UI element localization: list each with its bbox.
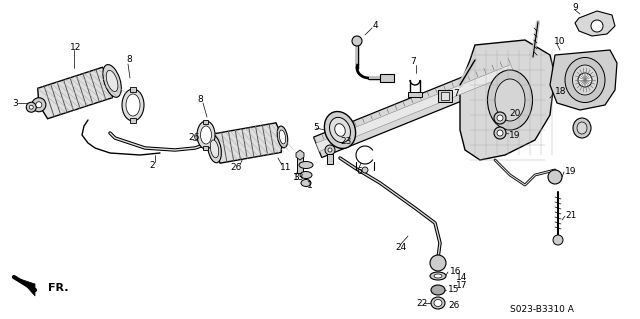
Ellipse shape: [573, 118, 591, 138]
Bar: [380, 74, 394, 82]
Circle shape: [29, 105, 33, 109]
Ellipse shape: [430, 272, 446, 280]
Text: 14: 14: [456, 273, 467, 283]
Text: 4: 4: [373, 20, 379, 29]
Ellipse shape: [434, 274, 442, 278]
Circle shape: [32, 98, 46, 112]
Ellipse shape: [301, 180, 311, 187]
Circle shape: [494, 127, 506, 139]
Ellipse shape: [577, 122, 587, 134]
Bar: [297, 155, 303, 173]
Ellipse shape: [126, 94, 140, 116]
Circle shape: [352, 36, 362, 46]
Circle shape: [494, 112, 506, 124]
Text: 26: 26: [188, 132, 200, 142]
Polygon shape: [575, 11, 615, 36]
Circle shape: [430, 255, 446, 271]
Ellipse shape: [197, 121, 215, 149]
Polygon shape: [296, 150, 304, 160]
Polygon shape: [314, 58, 516, 158]
Ellipse shape: [324, 112, 356, 148]
Polygon shape: [460, 40, 555, 160]
Bar: [203, 120, 208, 124]
Circle shape: [36, 102, 42, 108]
Text: 13: 13: [293, 174, 305, 182]
Ellipse shape: [106, 70, 118, 92]
Ellipse shape: [434, 300, 442, 307]
Circle shape: [497, 130, 503, 136]
Bar: [130, 87, 136, 92]
Bar: [438, 90, 452, 102]
Ellipse shape: [335, 124, 345, 136]
Text: S023-B3310 A: S023-B3310 A: [510, 306, 574, 315]
Text: 2: 2: [149, 160, 155, 169]
Circle shape: [26, 102, 36, 112]
Text: 19: 19: [565, 167, 577, 176]
Text: 22: 22: [416, 299, 428, 308]
Bar: [327, 154, 333, 164]
Ellipse shape: [122, 89, 144, 121]
Bar: [441, 92, 449, 100]
Text: 11: 11: [280, 164, 291, 173]
Ellipse shape: [565, 57, 605, 102]
Ellipse shape: [431, 285, 445, 295]
Text: 3: 3: [12, 99, 18, 108]
Text: 20: 20: [509, 109, 520, 118]
Bar: [130, 118, 136, 123]
Ellipse shape: [488, 70, 532, 130]
Text: 10: 10: [554, 38, 566, 47]
Polygon shape: [38, 67, 112, 119]
Ellipse shape: [431, 297, 445, 309]
Ellipse shape: [299, 161, 313, 168]
Text: 9: 9: [572, 4, 578, 12]
Polygon shape: [214, 123, 282, 163]
Text: 1: 1: [307, 181, 313, 189]
Ellipse shape: [300, 172, 312, 179]
Text: 21: 21: [565, 211, 577, 219]
Ellipse shape: [279, 130, 285, 144]
Text: 17: 17: [456, 280, 467, 290]
Ellipse shape: [211, 140, 219, 158]
Ellipse shape: [200, 126, 211, 144]
Ellipse shape: [103, 64, 122, 97]
Bar: [203, 146, 208, 150]
Text: 3: 3: [293, 174, 299, 182]
Circle shape: [553, 235, 563, 245]
Circle shape: [578, 73, 592, 87]
Text: 16: 16: [450, 266, 461, 276]
Text: 6: 6: [356, 167, 362, 176]
Text: 26: 26: [448, 301, 460, 310]
Text: 23: 23: [340, 137, 351, 146]
Circle shape: [325, 145, 335, 155]
Circle shape: [328, 148, 332, 152]
Circle shape: [497, 115, 503, 121]
Text: 15: 15: [448, 286, 460, 294]
Polygon shape: [316, 64, 514, 152]
Ellipse shape: [207, 135, 221, 163]
Text: 7: 7: [410, 57, 416, 66]
Text: FR.: FR.: [48, 283, 68, 293]
Text: 7: 7: [453, 88, 459, 98]
Ellipse shape: [277, 126, 288, 148]
Ellipse shape: [495, 79, 525, 121]
Text: 18: 18: [555, 87, 566, 97]
Text: 8: 8: [126, 56, 132, 64]
Text: 8: 8: [197, 95, 203, 105]
Text: 5: 5: [313, 123, 319, 132]
Text: 12: 12: [70, 42, 81, 51]
Bar: [408, 92, 422, 97]
Circle shape: [548, 170, 562, 184]
Polygon shape: [20, 279, 35, 296]
Text: 24: 24: [395, 243, 406, 253]
Text: 19: 19: [509, 130, 520, 139]
Circle shape: [362, 167, 368, 173]
Text: 26: 26: [230, 164, 242, 173]
Ellipse shape: [573, 65, 598, 95]
Circle shape: [591, 20, 603, 32]
Ellipse shape: [330, 117, 351, 143]
Polygon shape: [550, 50, 617, 110]
